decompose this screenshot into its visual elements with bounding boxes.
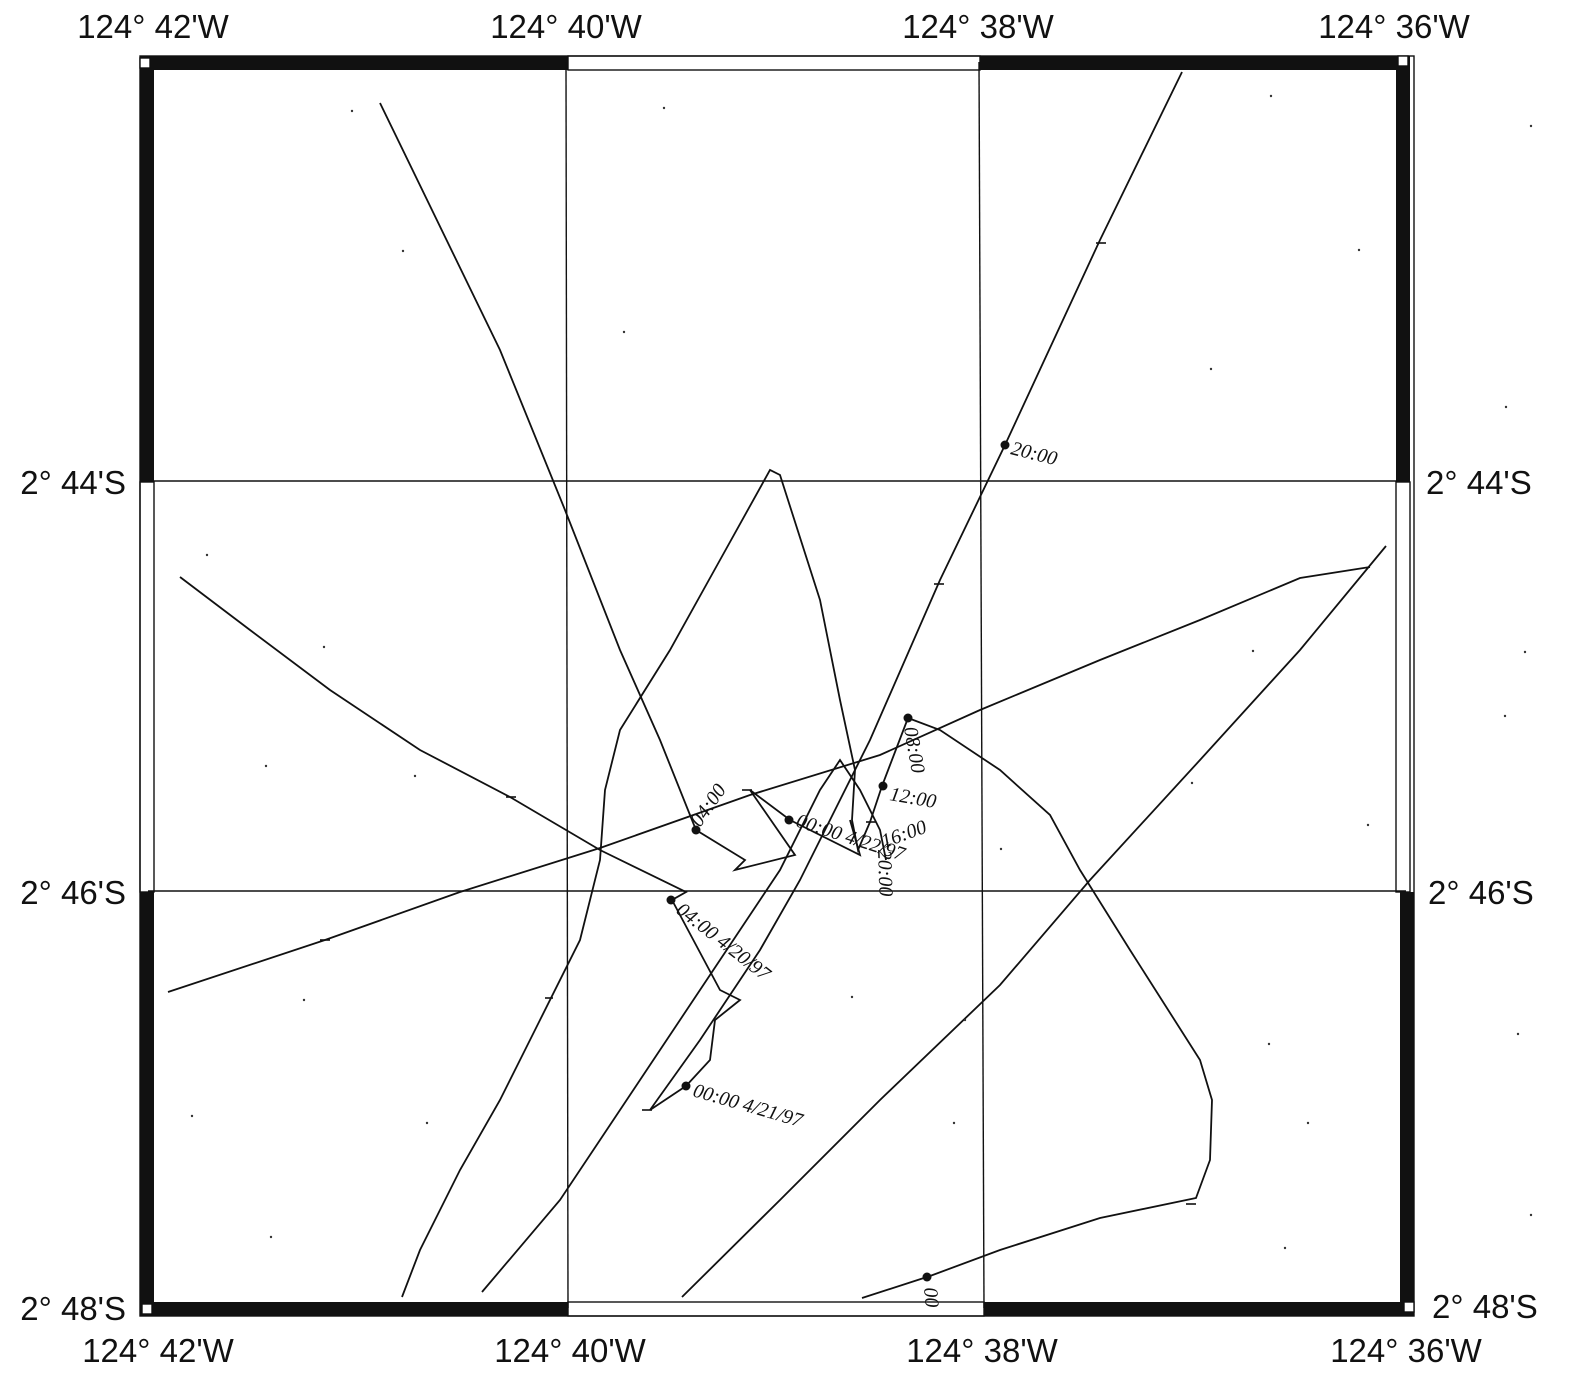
frame-top-segment-1: [140, 56, 568, 70]
meridian-124-38: [978, 61, 985, 1309]
background-specks: [190, 94, 1533, 1250]
frame-outline: [139, 55, 1415, 1317]
lat-label-right-2-48: 2° 48'S: [1432, 1288, 1538, 1325]
lon-label-top-124-40: 124° 40'W: [490, 8, 642, 45]
marker-1200: [878, 781, 888, 791]
lon-label-bottom-124-36: 124° 36'W: [1330, 1332, 1482, 1369]
longitude-labels-top: 124° 42'W 124° 40'W 124° 38'W 124° 36'W: [77, 8, 1470, 45]
lon-label-top-124-36: 124° 36'W: [1318, 8, 1470, 45]
track-central-north: [401, 468, 909, 1298]
latitude-labels-left: 2° 44'S 2° 46'S 2° 48'S: [20, 464, 126, 1327]
position-markers: [666, 440, 1010, 1282]
frame-right-segment-3: [1400, 892, 1414, 1316]
longitude-labels-bottom: 124° 42'W 124° 40'W 124° 38'W 124° 36'W: [82, 1332, 1482, 1369]
speck: [622, 330, 626, 334]
track-ne-long: [649, 71, 1183, 1111]
marker-0000-422: [784, 815, 794, 825]
time-label-0800: 08:00: [899, 725, 929, 775]
speck: [999, 847, 1003, 851]
frame-left-segment-1: [140, 56, 154, 482]
track-central-south: [481, 758, 887, 1293]
marker-bottom: [922, 1272, 932, 1282]
marker-2000: [1000, 440, 1010, 450]
latitude-labels-right: 2° 44'S 2° 46'S 2° 48'S: [1426, 464, 1538, 1325]
speck: [413, 774, 417, 778]
frame-top-segment-2: [567, 55, 981, 71]
marker-0800: [903, 713, 913, 723]
speck: [190, 1114, 194, 1118]
speck: [1523, 650, 1527, 654]
speck: [425, 1121, 429, 1125]
speck: [1269, 94, 1273, 98]
lon-label-bottom-124-38: 124° 38'W: [906, 1332, 1058, 1369]
speck: [1503, 714, 1507, 718]
speck: [264, 764, 268, 768]
speck: [1251, 649, 1255, 653]
frame-right-segment-1: [1396, 56, 1410, 482]
time-label-bottom: 00: [919, 1287, 943, 1309]
speck: [1283, 1246, 1287, 1250]
lon-label-bottom-124-42: 124° 42'W: [82, 1332, 234, 1369]
map-frame: [139, 55, 1415, 1317]
frame-corner-tr: [1397, 55, 1409, 67]
ship-tracks: [167, 71, 1387, 1299]
lat-label-left-2-46: 2° 46'S: [20, 874, 126, 911]
speck: [1529, 1213, 1533, 1217]
frame-left-segment-2: [139, 481, 155, 893]
lat-label-left-2-44: 2° 44'S: [20, 464, 126, 501]
speck: [1267, 1042, 1271, 1046]
track-se-diagonal: [681, 545, 1387, 1298]
speck: [1366, 823, 1370, 827]
lat-label-right-2-44: 2° 44'S: [1426, 464, 1532, 501]
time-label-0400-4-20-97: 04:00 4/20/97: [672, 899, 775, 986]
speck: [1190, 781, 1194, 785]
speck: [952, 1121, 956, 1125]
speck: [1504, 405, 1508, 409]
time-label-0400: 04:00: [686, 780, 731, 831]
marker-0000-421: [681, 1081, 691, 1091]
lon-label-top-124-38: 124° 38'W: [902, 8, 1054, 45]
track-ticks: [320, 242, 1196, 1205]
speck: [963, 1018, 967, 1022]
track-nw-diagonal: [379, 102, 862, 872]
speck: [350, 109, 354, 113]
speck: [1357, 248, 1361, 252]
speck: [850, 995, 854, 999]
speck: [302, 998, 306, 1002]
time-label-2000b: 20:00: [873, 849, 897, 896]
lon-label-top-124-42: 124° 42'W: [77, 8, 229, 45]
frame-corner-bl: [141, 1303, 153, 1315]
speck: [322, 645, 326, 649]
speck: [269, 1235, 273, 1239]
frame-bottom-segment-3: [984, 1302, 1414, 1316]
time-label-2000: 20:00: [1009, 438, 1060, 471]
track-east-loop: [861, 717, 1213, 1299]
speck: [662, 106, 666, 110]
speck: [1529, 124, 1533, 128]
frame-corner-tl: [139, 57, 151, 69]
track-west-arc: [179, 576, 742, 1087]
speck: [205, 553, 209, 557]
speck: [1306, 1121, 1310, 1125]
lon-label-bottom-124-40: 124° 40'W: [494, 1332, 646, 1369]
meridian-124-40: [565, 61, 569, 1309]
graticule: [148, 61, 1406, 1309]
speck: [1209, 367, 1213, 371]
lat-label-left-2-48: 2° 48'S: [20, 1290, 126, 1327]
time-label-0000-4-21-97: 00:00 4/21/97: [691, 1080, 806, 1133]
track-long-ene: [167, 566, 1371, 993]
speck: [1516, 1032, 1520, 1036]
marker-0400a: [691, 825, 701, 835]
frame-right-segment-2: [1395, 481, 1411, 893]
frame-corner-br: [1403, 1301, 1415, 1313]
lat-label-right-2-46: 2° 46'S: [1428, 874, 1534, 911]
speck: [401, 249, 405, 253]
frame-bottom-segment-1: [140, 1302, 568, 1316]
frame-top-segment-3: [980, 56, 1410, 70]
marker-0400-420: [666, 895, 676, 905]
time-labels: 20:00 04:00 08:00 12:00 16:00 20:00 00:0…: [672, 438, 1059, 1309]
frame-left-segment-3: [140, 892, 154, 1316]
time-label-1200: 12:00: [888, 783, 938, 813]
